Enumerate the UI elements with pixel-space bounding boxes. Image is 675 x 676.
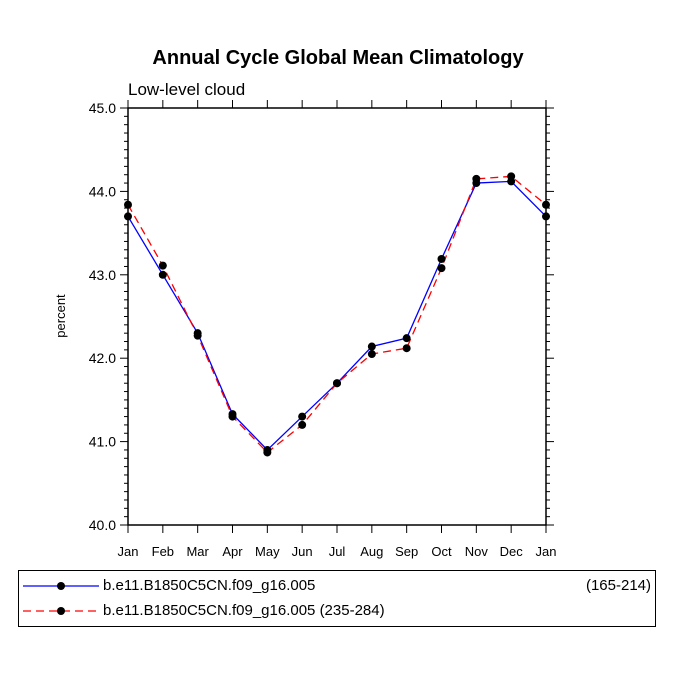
x-tick-label: Aug <box>360 544 383 559</box>
series-2-point <box>298 420 307 429</box>
x-tick-label: Mar <box>186 544 209 559</box>
y-axis-label: percent <box>53 294 68 338</box>
series-1-point <box>402 334 411 343</box>
x-tick-label: Oct <box>431 544 452 559</box>
chart-title: Annual Cycle Global Mean Climatology <box>152 47 524 69</box>
series-1-point <box>437 254 446 263</box>
series-2-point <box>124 200 132 209</box>
legend: b.e11.B1850C5CN.f09_g16.005 (165-214) b.… <box>18 570 656 627</box>
legend-label-2: b.e11.B1850C5CN.f09_g16.005 (235-284) <box>103 602 385 619</box>
x-tick-label: Sep <box>395 544 418 559</box>
series-2-point <box>437 264 446 273</box>
series-line-2 <box>127 175 547 454</box>
legend-entry-1: b.e11.B1850C5CN.f09_g16.005 (165-214) <box>19 574 655 598</box>
x-tick-label: Jan <box>536 544 557 559</box>
x-tick-label: Dec <box>500 544 524 559</box>
series-2-point <box>228 412 237 421</box>
x-tick-label: Jul <box>329 544 346 559</box>
x-tick-label: May <box>255 544 280 559</box>
plot-area <box>124 172 550 457</box>
legend-marker-2 <box>23 607 99 615</box>
legend-entry-2: b.e11.B1850C5CN.f09_g16.005 (235-284) <box>19 599 655 623</box>
plot-frame <box>127 107 547 526</box>
x-tick-label: Nov <box>465 544 489 559</box>
x-tick-label: Apr <box>222 544 243 559</box>
series-2-point <box>158 261 167 270</box>
y-tick-label: 40.0 <box>89 517 116 533</box>
legend-marker-1 <box>23 582 99 590</box>
series-1-point <box>124 212 132 221</box>
y-tick-label: 41.0 <box>89 434 116 450</box>
series-2-point <box>542 200 550 209</box>
series-1-point <box>542 212 550 221</box>
legend-label-2-name: b.e11.B1850C5CN.f09_g16.005 <box>103 602 316 619</box>
series-1-point <box>298 412 307 421</box>
series-1-point <box>158 270 167 279</box>
y-axis: 40.0 41.0 42.0 43.0 44.0 45.0 <box>89 100 554 533</box>
series-1-point <box>367 342 376 351</box>
legend-label-1: b.e11.B1850C5CN.f09_g16.005 <box>103 577 316 594</box>
series-line-1 <box>127 180 547 451</box>
series-2-point <box>472 174 481 183</box>
chart-subtitle: Low-level cloud <box>128 80 245 99</box>
y-tick-label: 43.0 <box>89 267 116 283</box>
y-tick-label: 44.0 <box>89 183 116 199</box>
legend-years-2: (235-284) <box>319 602 385 619</box>
y-tick-label: 45.0 <box>89 100 116 116</box>
series-2-point <box>367 350 376 359</box>
x-axis: Jan Feb Mar Apr May Jun Jul Aug Sep Oct Nov Dec Jan <box>118 100 557 559</box>
x-tick-label: Jan <box>118 544 139 559</box>
series-2-point <box>333 379 341 388</box>
series-2-point <box>193 331 202 340</box>
series-2-point <box>263 448 272 457</box>
y-tick-label: 42.0 <box>89 350 116 366</box>
series-2-point <box>402 344 411 353</box>
x-tick-label: Jun <box>292 544 313 559</box>
x-tick-label: Feb <box>152 544 174 559</box>
series-2-point <box>507 172 516 181</box>
legend-years-1: (165-214) <box>585 577 651 594</box>
